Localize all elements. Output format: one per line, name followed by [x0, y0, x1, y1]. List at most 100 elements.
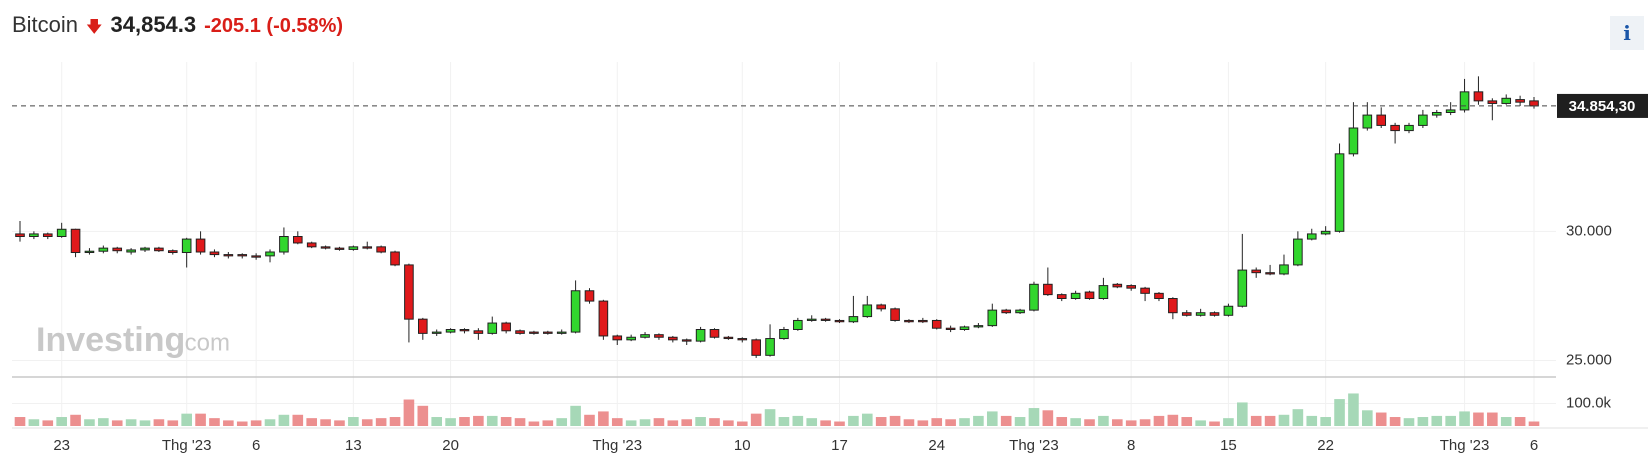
volume-bar: [403, 399, 415, 426]
volume-bar: [250, 420, 262, 426]
candle-body: [70, 228, 81, 254]
candle-body: [876, 304, 886, 310]
candle-body: [1487, 100, 1498, 104]
candle-body: [42, 233, 53, 238]
candle-body: [737, 338, 748, 341]
volume-bar: [931, 418, 943, 426]
volume-bar: [1153, 415, 1165, 426]
volume-bar: [709, 418, 720, 426]
x-tick-label: 6: [1530, 437, 1538, 454]
volume-bar: [139, 420, 151, 426]
x-tick-label: 13: [345, 437, 362, 454]
volume-bar: [56, 417, 67, 426]
volume-bar: [223, 420, 234, 426]
x-tick-label: Thg '23: [1009, 437, 1059, 454]
volume-bar: [806, 418, 818, 426]
candle-body: [1431, 112, 1442, 116]
candle-body: [779, 329, 789, 340]
volume-bar: [917, 420, 929, 426]
candle-body: [98, 247, 109, 252]
volume-bar: [598, 411, 609, 426]
candle-body: [362, 246, 373, 249]
candle-body: [1168, 298, 1178, 314]
candle-body: [695, 329, 706, 342]
volume-bar: [236, 421, 248, 426]
candle-body: [820, 318, 831, 321]
candle-body: [1362, 114, 1373, 129]
volume-bar: [1167, 414, 1179, 426]
candle-body: [181, 238, 192, 254]
volume-bar: [292, 414, 304, 426]
candle-body: [515, 330, 525, 334]
candle-body: [945, 327, 956, 331]
volume-bar: [1181, 417, 1193, 426]
candle-body: [1223, 305, 1234, 316]
candle-body: [56, 228, 67, 237]
last-price-label: 34.854,30: [1569, 98, 1636, 115]
volume-bar: [181, 413, 192, 426]
candle-body: [1459, 91, 1470, 111]
volume-bar: [1014, 417, 1026, 426]
candle-body: [1390, 124, 1400, 132]
x-tick-label: Thg '23: [592, 437, 642, 454]
volume-bar: [681, 419, 693, 426]
candle-body: [292, 236, 303, 244]
candle-body: [1140, 287, 1150, 294]
candle-body: [1237, 269, 1248, 307]
volume-bar: [445, 418, 456, 426]
candle-body: [681, 339, 692, 342]
candle-body: [1195, 312, 1206, 316]
candle-body: [1029, 283, 1039, 311]
candle-body: [1084, 291, 1095, 299]
x-tick-label: 15: [1220, 437, 1237, 454]
candle-body: [1418, 114, 1428, 126]
candle-body: [848, 316, 859, 323]
candle-body: [1293, 238, 1303, 266]
volume-bar: [820, 420, 831, 426]
candle-body: [1181, 312, 1192, 316]
volume-bar: [348, 417, 359, 426]
volume-bar: [125, 419, 137, 426]
candle-body: [931, 319, 942, 329]
candle-body: [29, 233, 39, 238]
volume-bar: [875, 417, 887, 426]
volume-bar: [84, 419, 95, 426]
candle-body: [473, 330, 484, 334]
volume-bar: [1098, 415, 1109, 426]
candle-body: [459, 329, 470, 332]
volume-bar: [1528, 421, 1540, 426]
volume-bar: [1111, 419, 1123, 426]
volume-bar: [792, 415, 804, 426]
candle-body: [598, 300, 609, 337]
candle-body: [1501, 97, 1512, 104]
candle-body: [529, 331, 539, 334]
candle-body: [543, 331, 553, 334]
volume-bar: [278, 414, 290, 426]
volume-bar: [1459, 411, 1470, 426]
volume-bar: [375, 418, 387, 426]
x-tick-label: 24: [928, 437, 945, 454]
volume-bar: [1125, 420, 1137, 426]
candle-body: [890, 308, 900, 321]
volume-bar: [1348, 393, 1359, 426]
volume-bar: [1250, 415, 1262, 426]
candle-body: [376, 246, 386, 253]
volume-bar: [1237, 402, 1248, 426]
volume-bar: [695, 417, 706, 426]
candle-body: [806, 318, 817, 321]
volume-bar: [1084, 419, 1095, 426]
candle-body: [1515, 99, 1525, 103]
watermark-brand: Investing: [36, 321, 185, 359]
price-change: -205.1 (-0.58%): [204, 15, 344, 37]
candle-body: [973, 325, 984, 328]
info-button[interactable]: i: [1610, 16, 1644, 50]
volume-bar: [320, 419, 331, 426]
candle-body: [445, 329, 456, 333]
candle-body: [1306, 233, 1317, 240]
volume-bar: [70, 414, 81, 426]
x-tick-label: 6: [252, 437, 260, 454]
volume-bar: [1334, 399, 1345, 426]
candle-body: [154, 247, 164, 252]
candle-body: [626, 336, 636, 341]
volume-bar: [431, 417, 443, 426]
